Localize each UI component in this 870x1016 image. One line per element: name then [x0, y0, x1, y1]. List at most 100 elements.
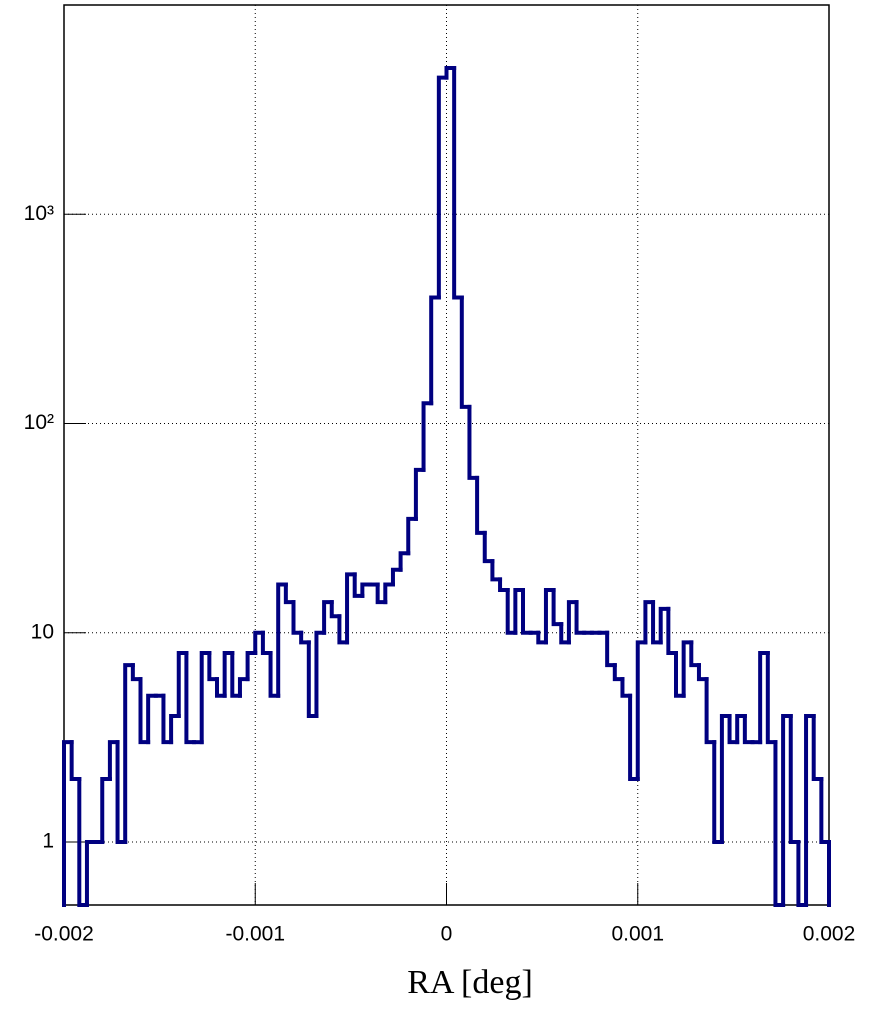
- histogram-bin: [811, 714, 824, 782]
- histogram-bin: [176, 651, 189, 719]
- y-tick-label: 10³: [24, 202, 54, 225]
- histogram-bin: [666, 606, 678, 656]
- histogram-bin: [299, 630, 311, 645]
- histogram-bin: [498, 577, 510, 593]
- histogram-bin: [804, 714, 816, 907]
- histogram-bin: [490, 559, 503, 582]
- histogram-bin: [161, 693, 174, 745]
- histogram-bin: [643, 600, 656, 645]
- histogram-bin: [146, 693, 158, 745]
- histogram-bin: [398, 551, 411, 572]
- histogram-bin: [704, 677, 717, 745]
- histogram-bin: [566, 600, 579, 645]
- histogram-bin: [276, 582, 288, 698]
- histogram-bin: [559, 622, 571, 645]
- x-tick-label: 0: [441, 923, 453, 946]
- histogram-bin: [536, 630, 548, 645]
- histogram-bin: [436, 75, 449, 300]
- histogram-bin: [199, 651, 212, 745]
- histogram-bin: [605, 630, 617, 668]
- histogram-bin: [444, 65, 457, 80]
- histogram-bin: [360, 582, 372, 598]
- histogram-bin: [69, 740, 82, 782]
- histogram-bin: [222, 651, 235, 698]
- histogram-bin: [352, 572, 365, 598]
- histogram-bin: [390, 567, 403, 587]
- histogram-bin: [345, 572, 357, 645]
- histogram-bin: [291, 600, 304, 635]
- y-tick-label: 10: [31, 620, 54, 643]
- histogram-bin: [727, 714, 740, 745]
- histogram-bin: [467, 404, 480, 480]
- histogram-bin: [551, 588, 564, 627]
- histogram-bin: [681, 640, 694, 698]
- histogram-bin: [429, 295, 441, 406]
- histogram-bin: [322, 600, 334, 635]
- y-tick-label: 10²: [24, 411, 54, 434]
- x-tick-label: -0.001: [225, 923, 285, 946]
- histogram-bin: [62, 740, 74, 907]
- histogram-bin: [421, 401, 434, 472]
- x-tick-label: -0.002: [34, 923, 94, 946]
- histogram-bin: [100, 777, 112, 845]
- histogram-bin: [574, 600, 587, 635]
- histogram-bin: [406, 516, 418, 556]
- histogram-bin: [475, 475, 487, 535]
- histogram-bin: [452, 65, 464, 300]
- histogram-bin: [658, 606, 671, 645]
- y-tick-label: 1: [42, 830, 54, 853]
- histogram-bin: [115, 740, 128, 845]
- histogram-bin: [742, 714, 755, 745]
- histogram-bin: [84, 840, 97, 907]
- histogram-bin: [215, 677, 227, 698]
- histogram-bin: [689, 640, 701, 668]
- histogram-bin: [130, 663, 143, 682]
- x-tick-label: 0.002: [803, 923, 856, 946]
- histogram-bin: [735, 714, 747, 745]
- histogram-bin: [268, 651, 281, 698]
- histogram-bin: [612, 663, 625, 682]
- histogram-bin: [651, 600, 663, 645]
- histogram-bin: [620, 677, 633, 698]
- histogram-bin: [245, 651, 258, 682]
- histogram-bin: [107, 740, 120, 782]
- histogram-bin: [788, 714, 801, 845]
- histogram-bin: [306, 640, 319, 719]
- histogram-bin: [773, 740, 786, 907]
- histogram-bin: [719, 714, 732, 845]
- histogram-bin: [337, 614, 350, 645]
- histogram-bin: [375, 582, 388, 605]
- histogram-bin: [635, 640, 648, 782]
- histogram-bin: [819, 777, 831, 907]
- histogram-bin: [521, 588, 533, 635]
- histogram-bin: [781, 714, 793, 907]
- x-axis-label: RA [deg]: [407, 964, 533, 1001]
- histogram-bin: [237, 677, 250, 698]
- histogram-bin: [513, 588, 525, 635]
- histogram-bin: [138, 677, 151, 745]
- histogram-bin: [543, 588, 556, 645]
- histogram-bin: [77, 777, 89, 907]
- histogram-bin: [413, 467, 426, 521]
- histogram-bin: [283, 582, 296, 605]
- histogram-bin: [505, 588, 518, 635]
- histogram-bin: [123, 663, 135, 845]
- histogram-bin: [765, 651, 778, 745]
- histogram-bin: [184, 651, 197, 745]
- histogram-bin: [260, 630, 273, 656]
- histogram-bin: [712, 740, 724, 845]
- histogram-bin: [253, 630, 265, 656]
- histogram-bin: [230, 651, 242, 698]
- histogram-bin: [329, 600, 342, 619]
- histogram-bin: [383, 582, 395, 605]
- histogram-bin: [758, 651, 770, 745]
- histogram-bin: [674, 651, 686, 698]
- histogram-bin: [169, 714, 181, 745]
- x-tick-label: 0.001: [611, 923, 664, 946]
- histogram-bin: [207, 651, 219, 682]
- histogram-bin: [696, 663, 709, 682]
- histogram-bin: [314, 630, 327, 719]
- histogram-bin: [796, 840, 809, 907]
- histogram-bin: [459, 295, 472, 409]
